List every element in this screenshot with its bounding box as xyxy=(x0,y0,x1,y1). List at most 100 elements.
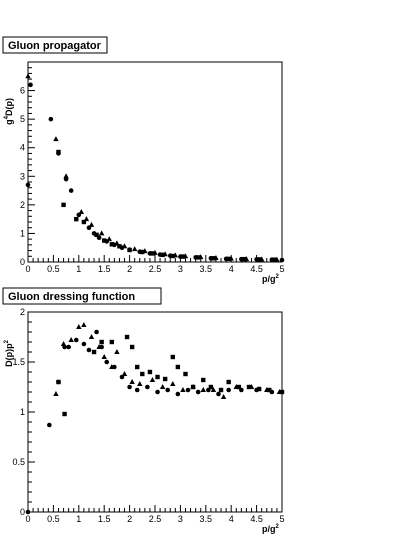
y-tick-label: 0 xyxy=(20,507,25,517)
data-point-triangle xyxy=(98,230,105,236)
data-point-square xyxy=(81,219,87,225)
series-1 xyxy=(25,82,285,263)
data-point-triangle xyxy=(101,354,107,359)
chart-title-box xyxy=(2,287,162,305)
x-tick-label: 1.5 xyxy=(98,264,111,274)
y-tick-label: 2 xyxy=(20,307,25,317)
data-point-triangle xyxy=(109,364,115,369)
data-point-circle xyxy=(134,387,140,393)
data-point-triangle xyxy=(131,246,138,252)
data-point-square xyxy=(218,387,224,393)
data-point-square xyxy=(208,384,214,390)
data-point-square xyxy=(135,364,140,370)
x-tick-label: 0 xyxy=(25,514,30,524)
x-tick-label: 4 xyxy=(229,264,234,274)
data-point-circle xyxy=(86,347,92,353)
data-point-square xyxy=(241,256,247,262)
chart-title: Gluon dressing function xyxy=(8,291,135,303)
data-point-square xyxy=(236,384,242,390)
data-point-triangle xyxy=(121,371,128,376)
data-point-square xyxy=(272,257,277,262)
data-point-square xyxy=(256,386,262,392)
y-tick-label: 0 xyxy=(20,257,25,267)
chart-2: Gluon dressing function 0 0.5 1 1.5 2 2.5 3 3.5 4… xyxy=(2,287,285,534)
data-point-circle xyxy=(66,344,71,350)
x-axis-label: p/g2 xyxy=(262,274,280,284)
x-tick-label: 5 xyxy=(279,514,284,524)
data-point-circle xyxy=(195,389,201,395)
data-point-square xyxy=(102,238,107,243)
data-point-triangle xyxy=(68,337,74,342)
data-point-circle xyxy=(226,387,231,393)
x-tick-label: 0.5 xyxy=(47,514,60,524)
data-point-square xyxy=(267,387,272,393)
data-point-triangle xyxy=(137,381,143,386)
series-3 xyxy=(56,149,277,262)
y-tick-label: 1.5 xyxy=(12,357,25,367)
data-point-square xyxy=(226,256,231,262)
data-point-triangle xyxy=(114,349,120,354)
data-point-circle xyxy=(25,509,31,515)
y-tick-label: 6 xyxy=(20,86,25,96)
data-point-circle xyxy=(127,384,132,390)
data-point-circle xyxy=(165,387,170,393)
data-point-square xyxy=(150,251,155,256)
chart-title: Gluon propagator xyxy=(8,40,102,52)
data-point-square xyxy=(211,256,216,261)
data-point-square xyxy=(183,371,188,377)
data-point-triangle xyxy=(53,136,59,142)
data-point-circle xyxy=(145,384,150,390)
data-point-triangle xyxy=(76,324,82,329)
x-tick-label: 3 xyxy=(178,514,183,524)
x-tick-label: 4.5 xyxy=(250,514,263,524)
data-point-triangle xyxy=(121,243,128,249)
data-point-square xyxy=(201,377,206,383)
data-point-triangle xyxy=(129,379,135,384)
x-tick-label: 4 xyxy=(229,514,234,524)
data-point-square xyxy=(279,389,285,395)
data-point-circle xyxy=(81,341,87,347)
y-tick-label: 5 xyxy=(20,114,25,124)
data-point-triangle xyxy=(63,173,69,179)
data-point-triangle xyxy=(180,387,186,392)
data-point-square xyxy=(160,252,165,258)
x-tick-label: 3.5 xyxy=(200,514,213,524)
x-tick-label: 1 xyxy=(76,264,81,274)
data-point-square xyxy=(170,253,175,259)
data-point-circle xyxy=(104,359,110,365)
data-point-square xyxy=(61,202,66,208)
chart-1: Gluon propagator 0 0.5 1 1.5 2 2.5 3 3.5 4 4.5 5 0 1 2… xyxy=(2,36,285,284)
y-tick-label: 1 xyxy=(20,407,25,417)
x-tick-label: 2 xyxy=(127,514,132,524)
y-tick-label: 1 xyxy=(20,228,25,238)
data-point-square xyxy=(56,149,61,155)
data-point-square xyxy=(162,376,168,382)
data-point-circle xyxy=(25,182,31,188)
data-point-circle xyxy=(175,391,181,397)
data-point-triangle xyxy=(159,384,166,389)
y-tick-label: 2 xyxy=(20,200,25,210)
data-point-circle xyxy=(48,116,54,122)
y-axis-label: D(p)p2 xyxy=(4,339,14,367)
data-point-square xyxy=(256,257,262,262)
x-tick-label: 3 xyxy=(178,264,183,274)
x-tick-label: 5 xyxy=(279,264,284,274)
x-axis-label: p/g2 xyxy=(262,524,280,534)
plot-frame xyxy=(27,61,283,263)
data-point-square xyxy=(140,249,145,255)
data-point-triangle xyxy=(60,341,67,346)
data-point-square xyxy=(140,371,145,377)
data-point-circle xyxy=(216,391,221,397)
data-point-circle xyxy=(94,329,99,335)
data-point-triangle xyxy=(210,387,217,392)
data-point-circle xyxy=(73,337,79,343)
data-point-square xyxy=(226,379,231,385)
y-tick-label: 0.5 xyxy=(12,457,25,467)
x-tick-label: 1.5 xyxy=(98,514,111,524)
data-point-triangle xyxy=(149,377,156,382)
series-2 xyxy=(25,73,280,262)
data-point-square xyxy=(91,349,97,355)
x-tick-label: 2.5 xyxy=(149,264,162,274)
data-point-square xyxy=(109,339,115,345)
